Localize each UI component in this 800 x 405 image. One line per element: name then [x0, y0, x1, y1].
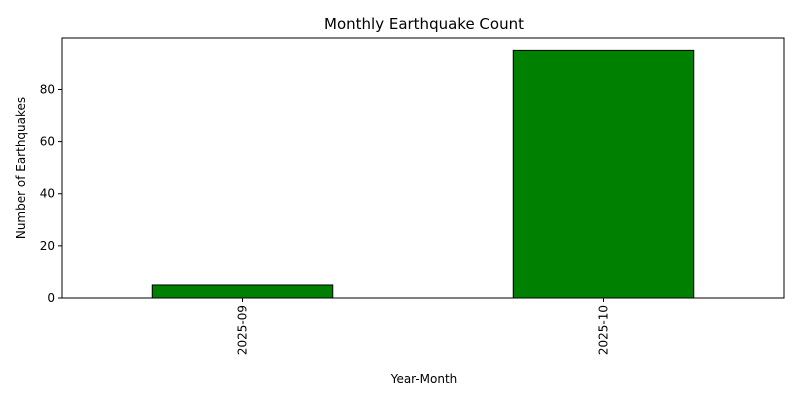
x-tick-label: 2025-09: [236, 305, 250, 355]
y-ticks-group: 0 20 40 60 80: [40, 82, 62, 305]
plot-frame: [61, 37, 785, 299]
y-axis-label: Number of Earthquakes: [14, 97, 28, 239]
x-tick-label: 2025-10: [597, 305, 611, 355]
bar-2025-09: [151, 284, 334, 299]
y-tick-label: 40: [40, 187, 55, 201]
bars-group: [151, 49, 695, 299]
bar-2025-10: [512, 49, 695, 299]
y-tick-label: 20: [40, 239, 55, 253]
x-ticks-group: 2025-09 2025-10: [236, 298, 611, 355]
y-tick-label: 0: [47, 291, 55, 305]
y-tick-label: 60: [40, 135, 55, 149]
x-axis-label: Year-Month: [390, 372, 458, 386]
chart-title: Monthly Earthquake Count: [324, 15, 524, 33]
y-tick-label: 80: [40, 82, 55, 96]
